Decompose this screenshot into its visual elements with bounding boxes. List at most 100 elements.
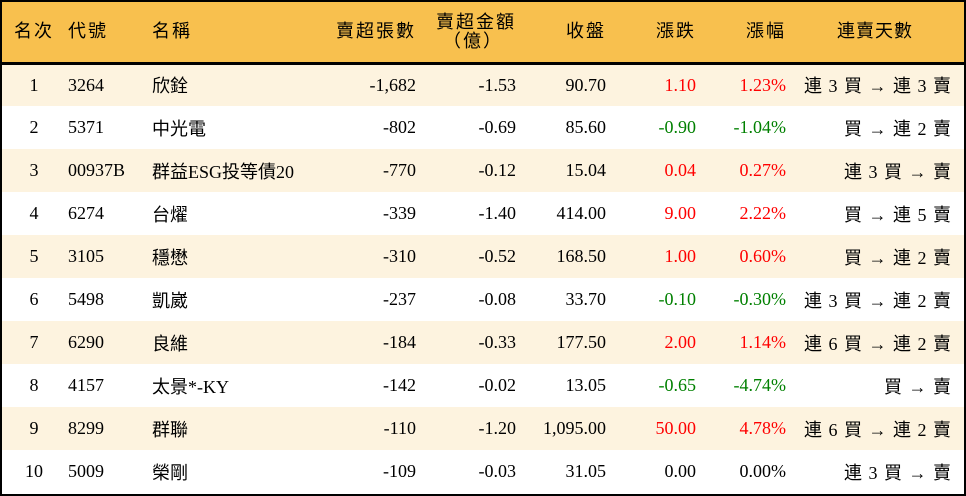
- header-streak[interactable]: 連賣天數: [786, 2, 964, 65]
- header-row: 名次 代號 名稱 賣超張數 賣超金額 （億） 收盤 漲跌 漲幅 連賣天數: [2, 2, 964, 65]
- rank-cell: 7: [29, 332, 39, 352]
- change-pct-cell: 4.78%: [739, 418, 787, 438]
- header-name[interactable]: 名稱: [150, 2, 316, 65]
- header-rank[interactable]: 名次: [2, 2, 66, 65]
- streak-cell: 買 → 連 5 賣: [844, 204, 952, 225]
- change-cell: -0.10: [658, 289, 697, 309]
- streak-cell: 買 → 連 2 賣: [844, 118, 952, 139]
- sell-amount-cell: -1.20: [478, 418, 517, 438]
- sell-amount-cell: -1.40: [478, 203, 517, 223]
- change-pct-cell: 0.27%: [739, 160, 787, 180]
- name-cell[interactable]: 穩懋: [152, 247, 188, 268]
- close-price-cell: 85.60: [565, 117, 607, 137]
- change-pct-cell: -1.04%: [733, 117, 787, 137]
- header-code[interactable]: 代號: [66, 2, 150, 65]
- streak-cell: 買 → 連 2 賣: [844, 247, 952, 268]
- code-cell[interactable]: 4157: [68, 375, 104, 395]
- name-cell[interactable]: 太景*-KY: [152, 376, 229, 397]
- close-price-cell: 414.00: [556, 203, 607, 223]
- header-change-pct[interactable]: 漲幅: [696, 2, 786, 65]
- close-price-cell: 1,095.00: [543, 418, 606, 438]
- sell-volume-cell: -310: [383, 246, 416, 266]
- rank-cell: 8: [29, 375, 39, 395]
- name-cell[interactable]: 欣銓: [152, 76, 188, 97]
- streak-cell: 連 3 買 → 連 3 賣: [804, 76, 952, 97]
- table-row[interactable]: 10 5009 榮剛 -109 -0.03 31.05 0.00 0.00% 連…: [2, 450, 964, 493]
- streak-cell: 買 → 賣: [884, 376, 952, 397]
- close-price-cell: 13.05: [565, 375, 607, 395]
- name-cell[interactable]: 凱崴: [152, 290, 188, 311]
- sell-volume-cell: -237: [383, 289, 416, 309]
- table-row[interactable]: 8 4157 太景*-KY -142 -0.02 13.05 -0.65 -4.…: [2, 364, 964, 407]
- change-cell: 0.00: [664, 461, 697, 481]
- rank-cell: 3: [29, 160, 39, 180]
- name-cell[interactable]: 良維: [152, 333, 188, 354]
- sell-volume-cell: -339: [383, 203, 416, 223]
- name-cell[interactable]: 榮剛: [152, 462, 188, 483]
- code-cell[interactable]: 00937B: [68, 160, 126, 180]
- table-row[interactable]: 4 6274 台燿 -339 -1.40 414.00 9.00 2.22% 買…: [2, 192, 964, 235]
- change-cell: 1.10: [664, 74, 697, 95]
- sell-amount-cell: -0.33: [478, 332, 517, 352]
- table-row[interactable]: 2 5371 中光電 -802 -0.69 85.60 -0.90 -1.04%…: [2, 106, 964, 149]
- table-row[interactable]: 5 3105 穩懋 -310 -0.52 168.50 1.00 0.60% 買…: [2, 235, 964, 278]
- table-row[interactable]: 3 00937B 群益ESG投等債20 -770 -0.12 15.04 0.0…: [2, 149, 964, 192]
- close-price-cell: 168.50: [556, 246, 607, 266]
- streak-cell: 連 3 買 → 賣: [844, 462, 952, 483]
- sell-amount-cell: -0.02: [478, 375, 517, 395]
- rank-cell: 4: [29, 203, 39, 223]
- change-pct-cell: 1.14%: [739, 332, 787, 352]
- streak-cell: 連 6 買 → 連 2 賣: [804, 333, 952, 354]
- code-cell[interactable]: 5498: [68, 289, 104, 309]
- header-sell-amount-line1: 賣超金額: [436, 11, 516, 32]
- code-cell[interactable]: 6274: [68, 203, 104, 223]
- close-price-cell: 90.70: [565, 74, 607, 95]
- header-sell-volume[interactable]: 賣超張數: [316, 2, 416, 65]
- streak-cell: 連 3 買 → 賣: [844, 161, 952, 182]
- sell-amount-cell: -0.12: [478, 160, 517, 180]
- table-body: 1 3264 欣銓 -1,682 -1.53 90.70 1.10 1.23% …: [2, 63, 964, 493]
- sell-volume-cell: -109: [383, 461, 416, 481]
- table-row[interactable]: 1 3264 欣銓 -1,682 -1.53 90.70 1.10 1.23% …: [2, 63, 964, 106]
- rank-cell: 1: [29, 74, 39, 95]
- name-cell[interactable]: 群益ESG投等債20: [152, 161, 295, 182]
- code-cell[interactable]: 3264: [68, 74, 104, 95]
- table-row[interactable]: 9 8299 群聯 -110 -1.20 1,095.00 50.00 4.78…: [2, 407, 964, 450]
- name-cell[interactable]: 群聯: [152, 419, 188, 440]
- header-close[interactable]: 收盤: [516, 2, 606, 65]
- code-cell[interactable]: 5371: [68, 117, 104, 137]
- code-cell[interactable]: 5009: [68, 461, 104, 481]
- sell-amount-cell: -0.69: [478, 117, 517, 137]
- name-cell[interactable]: 台燿: [152, 204, 188, 225]
- table-row[interactable]: 7 6290 良維 -184 -0.33 177.50 2.00 1.14% 連…: [2, 321, 964, 364]
- change-cell: 9.00: [664, 203, 697, 223]
- sell-volume-cell: -802: [383, 117, 416, 137]
- header-sell-amount-line2: （億）: [443, 30, 503, 51]
- sell-amount-cell: -0.03: [478, 461, 517, 481]
- change-cell: -0.90: [658, 117, 697, 137]
- table-row[interactable]: 6 5498 凱崴 -237 -0.08 33.70 -0.10 -0.30% …: [2, 278, 964, 321]
- rank-cell: 10: [25, 461, 43, 481]
- header-change[interactable]: 漲跌: [606, 2, 696, 65]
- close-price-cell: 177.50: [556, 332, 607, 352]
- name-cell[interactable]: 中光電: [152, 118, 206, 139]
- change-pct-cell: 2.22%: [739, 203, 787, 223]
- header-sell-amount[interactable]: 賣超金額 （億）: [416, 2, 516, 65]
- sell-amount-cell: -1.53: [478, 74, 517, 95]
- rank-cell: 2: [29, 117, 39, 137]
- change-pct-cell: 1.23%: [739, 74, 787, 95]
- change-cell: 50.00: [655, 418, 697, 438]
- change-pct-cell: 0.60%: [739, 246, 787, 266]
- change-cell: 2.00: [664, 332, 697, 352]
- table-header: 名次 代號 名稱 賣超張數 賣超金額 （億） 收盤 漲跌 漲幅 連賣天數: [2, 2, 964, 65]
- change-pct-cell: -0.30%: [733, 289, 787, 309]
- change-cell: 1.00: [664, 246, 697, 266]
- streak-cell: 連 3 買 → 連 2 賣: [804, 290, 952, 311]
- change-pct-cell: 0.00%: [739, 461, 787, 481]
- code-cell[interactable]: 8299: [68, 418, 104, 438]
- code-cell[interactable]: 3105: [68, 246, 104, 266]
- code-cell[interactable]: 6290: [68, 332, 104, 352]
- close-price-cell: 15.04: [565, 160, 607, 180]
